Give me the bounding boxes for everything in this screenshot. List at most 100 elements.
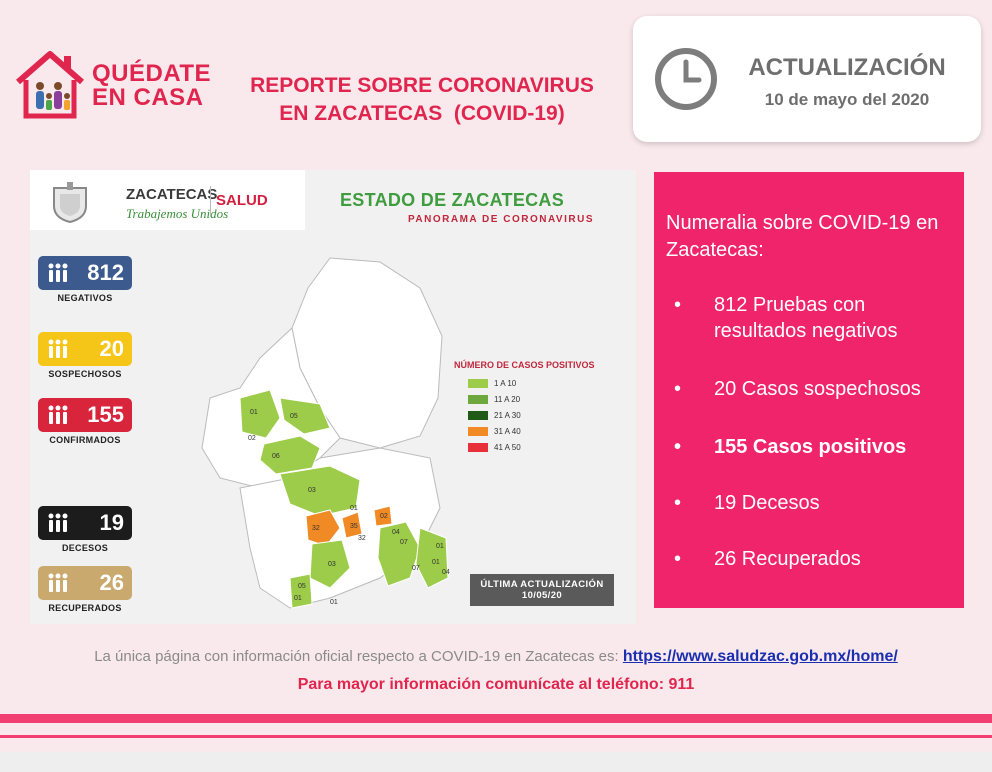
- map-region-label: 04: [392, 529, 400, 536]
- legend-label: 1 A 10: [494, 378, 517, 388]
- map-region-orange-3: [373, 505, 393, 527]
- map-region-label: 32: [312, 525, 320, 532]
- legend-swatch: [468, 426, 488, 436]
- stat-recuperados-box: 26: [38, 566, 132, 600]
- update-date: 10 de mayo del 2020: [764, 90, 930, 109]
- logo-strip: ZACATECAS Trabajemos Unidos SALUD: [30, 170, 305, 230]
- map-region-label: 01: [294, 595, 302, 602]
- numeralia-item: • 812 Pruebas con resultados negativos: [666, 292, 958, 344]
- map-region-green-1: [239, 389, 281, 439]
- numeralia-item-text: 19 Decesos: [714, 492, 820, 514]
- legend-item: 21 A 30: [468, 410, 521, 420]
- stat-negativos-value: 812: [87, 260, 124, 285]
- legend-label: 21 A 30: [494, 410, 521, 420]
- map-region-label: 32: [358, 535, 366, 542]
- panel-title: ESTADO DE ZACATECAS: [340, 190, 565, 210]
- legend-swatch: [468, 442, 488, 452]
- quedate-en-casa-logo: QUÉDATE EN CASA: [92, 62, 211, 110]
- map-region-label: 03: [328, 561, 336, 568]
- map-region-orange-1: [305, 509, 341, 547]
- map-region-label: 05: [298, 583, 306, 590]
- report-title: REPORTE SOBRE CORONAVIRUS EN ZACATECAS (…: [232, 72, 612, 128]
- logo-divider: [210, 186, 211, 216]
- map-region-label: 01: [432, 559, 440, 566]
- ultima-actualizacion-badge: ÚLTIMA ACTUALIZACIÓN 10/05/20: [470, 574, 614, 606]
- map-region-label: 06: [272, 453, 280, 460]
- bullet: •: [674, 378, 682, 400]
- stat-confirmados-value: 155: [87, 402, 124, 427]
- map-region-label: 02: [248, 435, 256, 442]
- legend-title: NÚMERO DE CASOS POSITIVOS: [454, 360, 595, 370]
- bullet: •: [674, 436, 682, 458]
- map-region-green-7: [415, 527, 449, 589]
- map-region-label: 01: [250, 409, 258, 416]
- map-region-green-5: [309, 539, 351, 589]
- people-icon: [48, 573, 68, 592]
- bottom-strip: [0, 752, 992, 772]
- map-region-green-3: [279, 397, 331, 435]
- stat-recuperados-value: 26: [99, 570, 124, 595]
- infographic-panel: ZACATECAS Trabajemos Unidos SALUD ESTADO…: [30, 170, 636, 624]
- stat-negativos-box: 812: [38, 256, 132, 290]
- legend-item: 1 A 10: [468, 378, 516, 388]
- map-region-green-8: [289, 573, 313, 609]
- zacatecas-brand: ZACATECAS: [126, 186, 218, 203]
- map-region-label: 35: [350, 523, 358, 530]
- ultima-line1: ÚLTIMA ACTUALIZACIÓN: [480, 579, 604, 590]
- stat-sospechosos-value: 20: [99, 336, 124, 361]
- people-icon: [48, 339, 68, 358]
- map-region-orange-2: [341, 511, 363, 539]
- update-label: ACTUALIZACIÓN: [748, 54, 946, 81]
- numeralia-item: • 19 Decesos: [666, 490, 958, 516]
- clock-icon: [655, 48, 717, 110]
- stat-sospechosos-box: 20: [38, 332, 132, 366]
- numeralia-title: Numeralia sobre COVID-19 en Zacatecas:: [666, 212, 939, 261]
- stat-confirmados-box: 155: [38, 398, 132, 432]
- legend-item: 31 A 40: [468, 426, 521, 436]
- legend-item: 41 A 50: [468, 442, 521, 452]
- stat-decesos-label: DECESOS: [61, 543, 109, 553]
- map-region-green-2: [259, 435, 321, 475]
- people-icon: [48, 513, 68, 532]
- legend-item: 11 A 20: [468, 394, 520, 404]
- legend-label: 41 A 50: [494, 442, 521, 452]
- footer-phone: Para mayor información comunícate al tel…: [297, 676, 695, 693]
- map-region-label: 01: [436, 543, 444, 550]
- stat-decesos-value: 19: [99, 510, 124, 535]
- map-region-label: 05: [290, 413, 298, 420]
- people-icon: [48, 405, 68, 424]
- numeralia-item-text: 812 Pruebas con resultados negativos: [714, 294, 898, 342]
- map-region-label: 01: [330, 599, 338, 606]
- footer-bar: [0, 714, 992, 723]
- quedate-line1: QUÉDATE: [92, 60, 212, 87]
- numeralia-item: • 26 Recuperados: [666, 546, 958, 572]
- stat-sospechosos: 20 SOSPECHOSOS: [38, 332, 132, 379]
- report-title-line1: REPORTE SOBRE CORONAVIRUS: [250, 74, 594, 97]
- ultima-line2: 10/05/20: [521, 590, 563, 601]
- map-region-label: 03: [308, 487, 316, 494]
- stat-negativos-label: NEGATIVOS: [57, 293, 113, 303]
- panel-subtitle: PANORAMA DE CORONAVIRUS: [408, 214, 594, 225]
- numeralia-item-text: 26 Recuperados: [714, 548, 861, 570]
- stat-decesos: 19 DECESOS: [38, 506, 132, 553]
- report-title-line2: EN ZACATECAS (COVID-19): [279, 102, 565, 125]
- state-crest-icon: [53, 182, 87, 224]
- legend-swatch: [468, 394, 488, 404]
- map-region-label: 02: [380, 513, 388, 520]
- footer-link[interactable]: https://www.saludzac.gob.mx/home/: [622, 648, 898, 665]
- numeralia-item-text: 155 Casos positivos: [714, 436, 907, 458]
- stat-recuperados: 26 RECUPERADOS: [38, 566, 132, 613]
- map-region-label: 07: [400, 539, 408, 546]
- numeralia-item-text: 20 Casos sospechosos: [714, 378, 921, 400]
- stat-confirmados: 155 CONFIRMADOS: [38, 398, 132, 445]
- legend-swatch: [468, 378, 488, 388]
- salud-logo: SALUD: [216, 192, 268, 209]
- map-region-label: 07: [412, 565, 420, 572]
- map-region-label: 01: [350, 505, 358, 512]
- numeralia-box: Numeralia sobre COVID-19 en Zacatecas: •…: [654, 172, 964, 608]
- people-icon: [48, 263, 68, 282]
- update-card: ACTUALIZACIÓN 10 de mayo del 2020: [633, 16, 981, 142]
- legend-swatch: [468, 410, 488, 420]
- map-region-green-6: [377, 521, 421, 587]
